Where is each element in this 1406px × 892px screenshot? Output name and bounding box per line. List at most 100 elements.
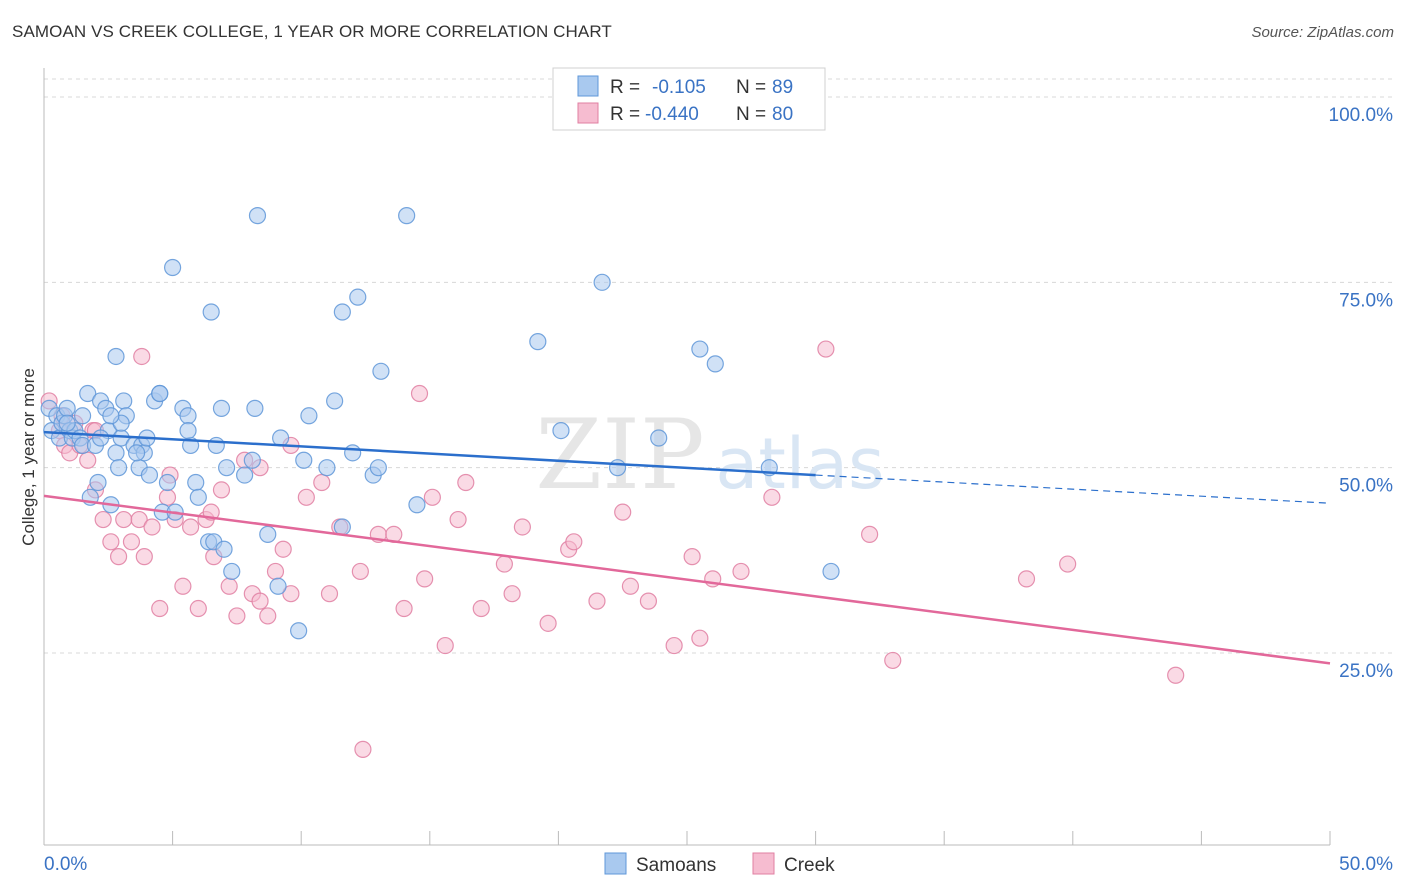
samoans-point bbox=[650, 429, 668, 447]
samoans-point bbox=[269, 577, 287, 595]
creek-point bbox=[130, 510, 148, 529]
samoans-point bbox=[372, 362, 390, 380]
creek-swatch bbox=[577, 102, 599, 124]
samoans-point bbox=[187, 473, 205, 492]
samoans-point bbox=[369, 459, 387, 477]
samoans-n-label: N = bbox=[736, 77, 766, 98]
samoans-point bbox=[215, 540, 233, 558]
samoans-point bbox=[91, 429, 110, 447]
creek-point bbox=[313, 473, 331, 492]
y-tick-label: 25.0% bbox=[1339, 661, 1393, 682]
creek-point bbox=[416, 570, 434, 588]
tick-labels: 25.0% 50.0% 75.0% 100.0% 0.0% 50.0% bbox=[44, 105, 1393, 875]
creek-point bbox=[884, 651, 902, 670]
chart-title: SAMOAN VS CREEK COLLEGE, 1 YEAR OR MORE … bbox=[12, 22, 612, 41]
creek-point bbox=[763, 488, 781, 506]
samoans-r-value: -0.105 bbox=[652, 77, 706, 98]
creek-point bbox=[354, 740, 372, 758]
samoans-point bbox=[243, 451, 261, 469]
creek-point bbox=[133, 347, 151, 366]
creek-r-label: R = bbox=[610, 104, 640, 125]
creek-point bbox=[266, 562, 285, 581]
creek-point bbox=[423, 488, 441, 506]
creek-point bbox=[351, 562, 369, 581]
creek-point bbox=[297, 488, 315, 506]
creek-point bbox=[395, 599, 413, 618]
samoans-point bbox=[202, 303, 220, 321]
creek-point bbox=[151, 599, 169, 618]
samoans-point bbox=[218, 459, 236, 477]
samoans-point bbox=[89, 473, 107, 492]
samoans-point bbox=[349, 288, 367, 306]
creek-point bbox=[135, 548, 153, 566]
creek-point bbox=[861, 525, 879, 543]
samoans-point bbox=[295, 451, 313, 469]
samoans-point bbox=[158, 473, 177, 492]
creek-point bbox=[817, 340, 835, 358]
creek-point bbox=[503, 585, 521, 603]
creek-point bbox=[1167, 666, 1185, 684]
creek-point bbox=[495, 555, 513, 573]
creek-point bbox=[539, 614, 557, 632]
creek-point bbox=[732, 562, 750, 581]
samoans-point bbox=[223, 562, 241, 581]
samoans-point bbox=[236, 466, 254, 484]
samoans-point bbox=[151, 384, 169, 403]
creek-point bbox=[94, 510, 112, 529]
creek-point bbox=[282, 585, 300, 603]
y-tick-label: 100.0% bbox=[1329, 105, 1394, 126]
samoans-trend-extension bbox=[815, 474, 1331, 504]
samoans-point bbox=[109, 459, 128, 477]
samoans-trend-line bbox=[43, 430, 816, 477]
creek-point bbox=[143, 518, 161, 536]
samoans-point bbox=[107, 444, 125, 462]
creek-point bbox=[122, 533, 141, 551]
creek-point bbox=[109, 548, 128, 566]
creek-point bbox=[228, 607, 246, 625]
creek-point bbox=[174, 577, 192, 595]
samoans-point bbox=[608, 459, 627, 477]
samoans-point bbox=[318, 459, 336, 477]
samoans-point bbox=[259, 525, 277, 543]
creek-point bbox=[457, 473, 475, 492]
samoans-point bbox=[333, 303, 351, 321]
trend-lines bbox=[43, 430, 1331, 665]
samoans-point bbox=[822, 562, 840, 581]
series-legend: Samoans Creek bbox=[604, 852, 835, 876]
creek-trend-line bbox=[43, 494, 1331, 665]
samoans-point bbox=[290, 622, 308, 640]
creek-point bbox=[565, 533, 583, 551]
creek-point bbox=[102, 533, 120, 551]
creek-point bbox=[220, 577, 238, 595]
creek-point bbox=[614, 503, 632, 521]
creek-point bbox=[274, 540, 292, 558]
creek-r-value: -0.440 bbox=[645, 104, 699, 125]
samoans-point bbox=[189, 488, 207, 506]
watermark-zip: ZIP bbox=[535, 399, 704, 511]
samoans-r-label: R = bbox=[610, 77, 640, 98]
creek-point bbox=[410, 384, 429, 403]
creek-point bbox=[259, 607, 277, 625]
creek-point bbox=[1017, 570, 1036, 588]
samoans-swatch bbox=[577, 75, 599, 97]
samoans-point bbox=[140, 466, 159, 484]
samoans-point bbox=[398, 207, 416, 225]
watermark-atlas: atlas bbox=[715, 423, 884, 505]
x-tick-label: 0.0% bbox=[44, 854, 87, 875]
samoans-n-value: 89 bbox=[772, 77, 793, 98]
creek-point bbox=[189, 599, 207, 618]
creek-point bbox=[621, 577, 640, 595]
samoans-point bbox=[102, 407, 120, 425]
legend-creek-swatch bbox=[752, 852, 775, 875]
stats-legend: R = -0.105 N = 89 R = -0.440 N = 80 bbox=[552, 67, 826, 131]
samoans-point bbox=[344, 444, 362, 462]
creek-point bbox=[449, 510, 467, 529]
watermark: ZIP atlas bbox=[535, 399, 884, 511]
creek-point bbox=[513, 518, 531, 536]
samoans-point bbox=[333, 518, 351, 536]
creek-point bbox=[79, 451, 97, 469]
creek-point bbox=[115, 510, 133, 529]
samoans-point bbox=[164, 258, 182, 277]
creek-point bbox=[588, 592, 606, 610]
